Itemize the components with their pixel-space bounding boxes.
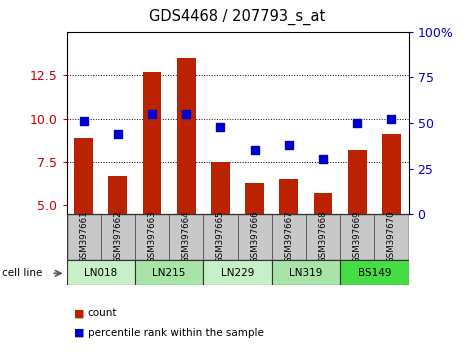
Point: [388, 116, 395, 122]
Point: [319, 156, 327, 162]
Bar: [340, 214, 374, 260]
Bar: [314, 193, 332, 214]
Text: GSM397669: GSM397669: [353, 210, 361, 263]
Text: GSM397666: GSM397666: [250, 210, 259, 263]
Text: GDS4468 / 207793_s_at: GDS4468 / 207793_s_at: [149, 9, 326, 25]
Bar: [306, 214, 340, 260]
Bar: [74, 138, 93, 214]
Bar: [382, 134, 401, 214]
Bar: [272, 260, 340, 285]
Text: ■: ■: [74, 328, 84, 338]
Text: GSM397668: GSM397668: [319, 210, 327, 263]
Bar: [108, 176, 127, 214]
Bar: [211, 162, 230, 214]
Bar: [238, 214, 272, 260]
Text: LN018: LN018: [84, 268, 117, 278]
Text: BS149: BS149: [358, 268, 391, 278]
Text: count: count: [88, 308, 117, 318]
Bar: [135, 214, 169, 260]
Point: [148, 111, 156, 117]
Text: LN215: LN215: [152, 268, 186, 278]
Text: GSM397661: GSM397661: [79, 210, 88, 263]
Bar: [142, 72, 162, 214]
Text: GSM397670: GSM397670: [387, 210, 396, 263]
Bar: [101, 214, 135, 260]
Text: GSM397667: GSM397667: [285, 210, 293, 263]
Bar: [203, 260, 272, 285]
Bar: [340, 260, 408, 285]
Text: percentile rank within the sample: percentile rank within the sample: [88, 328, 264, 338]
Point: [285, 142, 293, 148]
Point: [182, 111, 190, 117]
Bar: [66, 214, 101, 260]
Text: GSM397662: GSM397662: [114, 210, 122, 263]
Text: GSM397663: GSM397663: [148, 210, 156, 263]
Bar: [169, 214, 203, 260]
Text: GSM397664: GSM397664: [182, 210, 190, 263]
Point: [353, 120, 361, 126]
Bar: [135, 260, 203, 285]
Bar: [279, 179, 298, 214]
Bar: [272, 214, 306, 260]
Text: GSM397665: GSM397665: [216, 210, 225, 263]
Bar: [245, 183, 264, 214]
Text: LN319: LN319: [289, 268, 323, 278]
Bar: [374, 214, 408, 260]
Point: [114, 131, 122, 137]
Bar: [348, 150, 367, 214]
Bar: [66, 260, 135, 285]
Point: [251, 148, 258, 153]
Point: [80, 118, 87, 124]
Bar: [177, 58, 196, 214]
Point: [217, 124, 224, 130]
Text: ■: ■: [74, 308, 84, 318]
Text: cell line: cell line: [2, 268, 43, 278]
Text: LN229: LN229: [221, 268, 254, 278]
Bar: [203, 214, 238, 260]
